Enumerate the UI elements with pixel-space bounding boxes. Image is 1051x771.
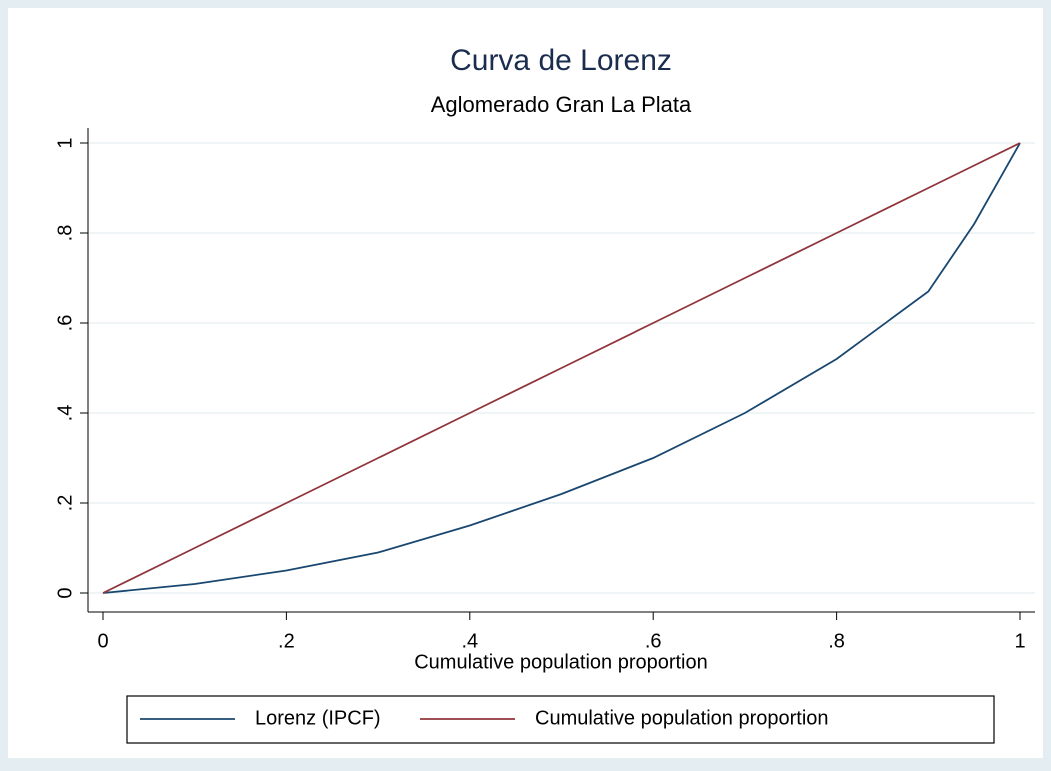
x-tick-label: 0 (97, 630, 108, 652)
y-tick-label: .6 (54, 315, 76, 332)
legend-label: Cumulative population proportion (535, 707, 829, 729)
x-axis-title: Cumulative population proportion (414, 651, 708, 673)
legend (126, 695, 995, 744)
x-tick-label: .2 (278, 630, 295, 652)
chart-subtitle: Aglomerado Gran La Plata (431, 92, 692, 117)
chart-title: Curva de Lorenz (450, 44, 672, 77)
legend-label: Lorenz (IPCF) (255, 707, 381, 729)
y-tick-label: .2 (54, 495, 76, 512)
y-tick-label: 1 (54, 137, 76, 148)
x-tick-label: .6 (645, 630, 662, 652)
x-tick-label: .8 (828, 630, 845, 652)
series-line (102, 142, 1021, 594)
series-line (102, 142, 1021, 594)
y-tick-label: .4 (54, 405, 76, 422)
graph-region (8, 8, 1043, 758)
y-tick-label: .8 (54, 225, 76, 242)
x-tick-label: 1 (1014, 630, 1025, 652)
y-tick-label: 0 (54, 587, 76, 598)
x-tick-label: .4 (461, 630, 478, 652)
